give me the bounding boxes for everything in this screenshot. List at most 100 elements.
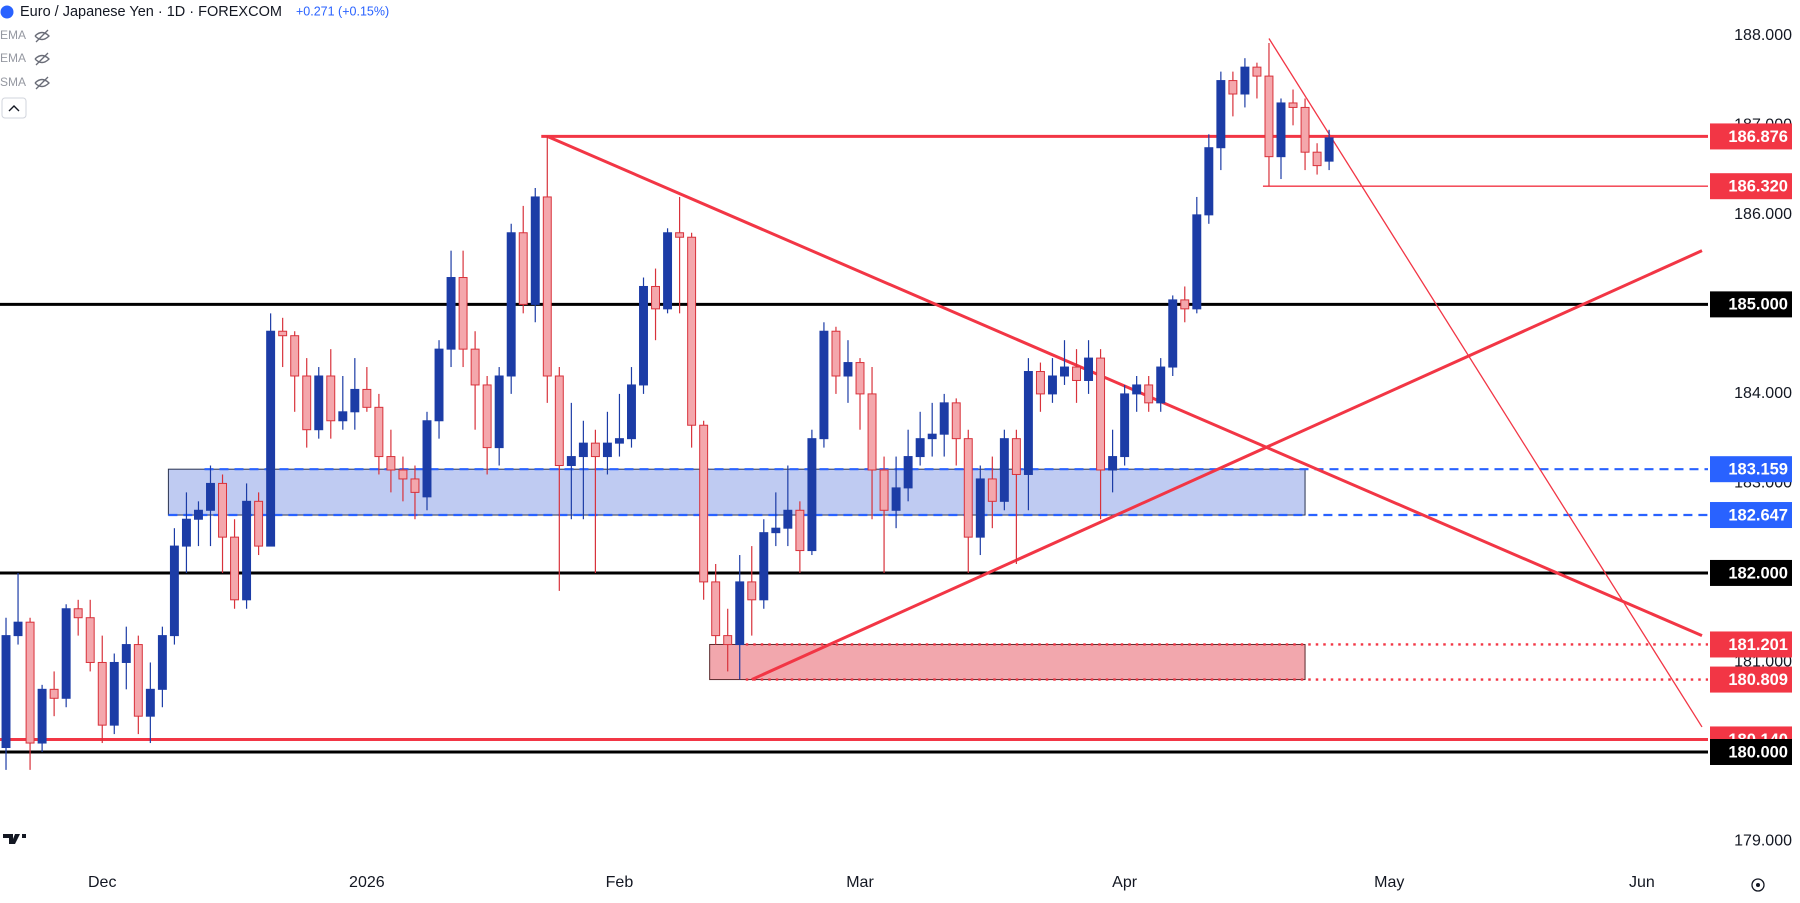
candle-body <box>735 581 745 646</box>
candle-body <box>1072 366 1081 381</box>
candle-body <box>1 635 11 749</box>
symbol-icon[interactable] <box>0 5 14 19</box>
level-label-bg <box>1710 173 1792 200</box>
candle-body <box>554 375 564 467</box>
candle-body <box>1011 438 1021 475</box>
candle-body <box>1047 375 1057 395</box>
candle-body <box>1252 66 1262 77</box>
candle-body <box>518 232 528 305</box>
candle-body <box>675 232 685 238</box>
candle-body <box>13 621 23 637</box>
candle-body <box>1084 357 1094 381</box>
candle-body <box>302 375 312 431</box>
candle-body <box>266 330 276 547</box>
candle-body <box>1120 393 1130 458</box>
candle-body <box>831 330 841 377</box>
candle-body <box>422 420 432 498</box>
candle-body <box>1228 80 1238 95</box>
settings-icon[interactable] <box>1751 878 1765 892</box>
candle-body <box>1216 80 1226 149</box>
candle-body <box>867 393 877 471</box>
candle-body <box>85 617 95 663</box>
candle-body <box>602 442 612 458</box>
candle-body <box>1023 371 1033 475</box>
level-label: 180.809 <box>1728 671 1788 689</box>
candle-body <box>1168 299 1178 368</box>
level-label: 186.876 <box>1728 128 1788 146</box>
zone <box>167 468 1306 516</box>
x-tick-label: 2026 <box>349 874 385 891</box>
candle-body <box>494 375 504 449</box>
price-axis: 179.000180.000181.000182.000183.000184.0… <box>1708 0 1800 863</box>
level-label: 183.159 <box>1728 461 1788 479</box>
candle-body <box>903 456 913 489</box>
candle-body <box>278 330 288 337</box>
candle-body <box>1192 214 1202 310</box>
candle-body <box>590 442 600 458</box>
collapse-button[interactable] <box>1 97 27 119</box>
logo[interactable] <box>3 834 26 844</box>
candle-body <box>1240 66 1250 95</box>
candle-body <box>374 406 384 458</box>
indicator-label[interactable]: SMA <box>0 75 26 89</box>
candle-body <box>663 232 673 310</box>
candle-body <box>747 581 757 601</box>
zone <box>709 643 1306 681</box>
candle-body <box>819 330 829 440</box>
visibility-icons[interactable] <box>34 29 50 90</box>
candle-body <box>1276 102 1286 158</box>
level-label-bg <box>1710 291 1792 318</box>
symbol-title[interactable]: Euro / Japanese Yen · 1D · FOREXCOM <box>20 4 282 20</box>
candle-body <box>470 348 480 386</box>
candle-body <box>37 688 47 744</box>
candle-body <box>723 635 733 646</box>
candle-body <box>542 196 552 377</box>
candle-body <box>398 469 408 480</box>
candle-body <box>963 438 973 538</box>
candle-body <box>1060 366 1069 377</box>
candle-body <box>1156 366 1166 404</box>
candle-body <box>927 433 937 440</box>
candle-body <box>157 635 167 690</box>
candle-body <box>133 644 143 717</box>
candle-body <box>254 500 264 547</box>
y-tick-label: 181.000 <box>1734 654 1792 671</box>
candle-body <box>145 688 155 717</box>
indicator-label[interactable]: EMA <box>0 28 26 42</box>
candle-body <box>338 411 348 422</box>
candle-body <box>1180 299 1190 310</box>
candle-body <box>843 362 853 377</box>
candle-body <box>987 478 997 502</box>
candle-body <box>1144 384 1154 404</box>
level-label-bg <box>1710 502 1792 529</box>
candle-body <box>1108 456 1118 471</box>
plot-area <box>0 38 1708 770</box>
x-tick-label: Mar <box>846 874 874 891</box>
candle-body <box>879 469 889 511</box>
candle-body <box>1204 147 1214 216</box>
candle-body <box>999 438 1009 502</box>
candle-body <box>1324 137 1334 162</box>
candle-body <box>434 348 444 422</box>
candle-body <box>891 487 901 511</box>
candle-body <box>458 277 468 350</box>
candle-body <box>410 478 420 493</box>
candle-body <box>951 402 961 440</box>
candle-body <box>482 384 492 449</box>
indicator-label[interactable]: EMA <box>0 51 26 65</box>
candle-body <box>530 196 540 305</box>
candle-body <box>181 518 191 547</box>
candle-body <box>699 424 709 583</box>
collapse-icon <box>8 105 20 112</box>
candle-body <box>1264 75 1274 158</box>
candle-body <box>242 500 252 601</box>
level-label: 182.647 <box>1728 506 1788 524</box>
candle-body <box>97 661 107 726</box>
candle-body <box>1035 371 1045 395</box>
y-tick-label: 184.000 <box>1734 385 1792 402</box>
candle-body <box>362 388 372 408</box>
candle-body <box>807 438 817 552</box>
candle-body <box>1312 151 1322 167</box>
